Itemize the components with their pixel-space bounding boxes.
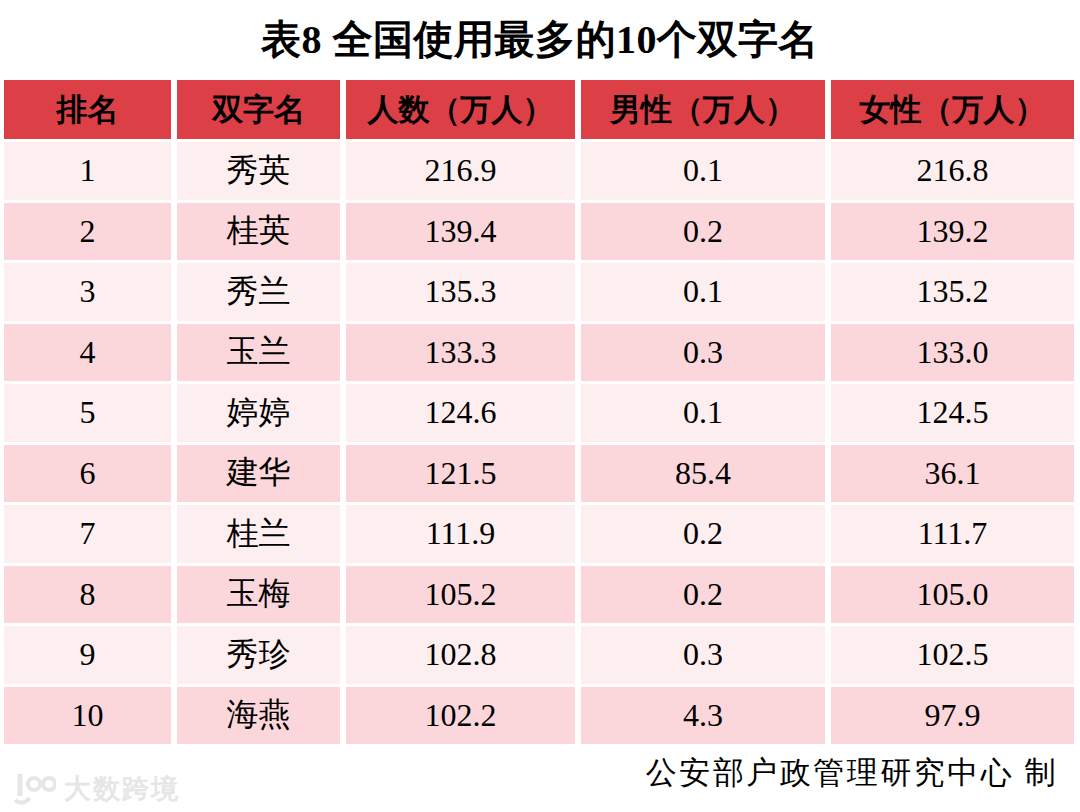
cell-rank: 2 (4, 203, 171, 261)
watermark-text: 大数跨境 (64, 771, 180, 807)
cell-female: 216.8 (831, 142, 1074, 200)
cell-name: 海燕 (177, 687, 340, 745)
header-rank: 排名 (4, 80, 171, 139)
cell-male: 4.3 (581, 687, 825, 745)
cell-female: 111.7 (831, 505, 1074, 563)
cell-total: 139.4 (346, 203, 575, 261)
cell-name: 秀英 (177, 142, 340, 200)
watermark: 大数跨境 (12, 770, 180, 808)
cell-male: 0.2 (581, 505, 825, 563)
cell-name: 玉梅 (177, 566, 340, 624)
cell-total: 216.9 (346, 142, 575, 200)
cell-female: 133.0 (831, 324, 1074, 382)
cell-female: 102.5 (831, 626, 1074, 684)
cell-total: 133.3 (346, 324, 575, 382)
cell-total: 105.2 (346, 566, 575, 624)
cell-name: 桂英 (177, 203, 340, 261)
cell-female: 124.5 (831, 384, 1074, 442)
cell-rank: 5 (4, 384, 171, 442)
cell-name: 秀珍 (177, 626, 340, 684)
cell-male: 0.1 (581, 263, 825, 321)
names-table: 排名 双字名 人数（万人） 男性（万人） 女性（万人） 1 秀英 216.9 0… (4, 80, 1074, 744)
cell-name: 秀兰 (177, 263, 340, 321)
cell-rank: 8 (4, 566, 171, 624)
cell-rank: 4 (4, 324, 171, 382)
header-total: 人数（万人） (346, 80, 575, 139)
cell-rank: 9 (4, 626, 171, 684)
cell-name: 建华 (177, 445, 340, 503)
watermark-logo-icon (12, 772, 56, 806)
header-male: 男性（万人） (581, 80, 825, 139)
cell-male: 0.1 (581, 384, 825, 442)
cell-rank: 1 (4, 142, 171, 200)
cell-total: 111.9 (346, 505, 575, 563)
cell-female: 135.2 (831, 263, 1074, 321)
cell-total: 124.6 (346, 384, 575, 442)
cell-total: 102.8 (346, 626, 575, 684)
cell-rank: 3 (4, 263, 171, 321)
cell-female: 105.0 (831, 566, 1074, 624)
cell-rank: 6 (4, 445, 171, 503)
cell-male: 0.2 (581, 203, 825, 261)
cell-male: 85.4 (581, 445, 825, 503)
cell-rank: 7 (4, 505, 171, 563)
cell-name: 桂兰 (177, 505, 340, 563)
cell-total: 135.3 (346, 263, 575, 321)
header-name: 双字名 (177, 80, 340, 139)
cell-male: 0.3 (581, 626, 825, 684)
cell-female: 139.2 (831, 203, 1074, 261)
cell-male: 0.1 (581, 142, 825, 200)
table-title: 表8 全国使用最多的10个双字名 (0, 12, 1080, 67)
cell-total: 102.2 (346, 687, 575, 745)
header-female: 女性（万人） (831, 80, 1074, 139)
cell-name: 婷婷 (177, 384, 340, 442)
cell-male: 0.2 (581, 566, 825, 624)
cell-rank: 10 (4, 687, 171, 745)
cell-total: 121.5 (346, 445, 575, 503)
cell-female: 97.9 (831, 687, 1074, 745)
cell-name: 玉兰 (177, 324, 340, 382)
cell-female: 36.1 (831, 445, 1074, 503)
cell-male: 0.3 (581, 324, 825, 382)
source-credit: 公安部户政管理研究中心 制 (646, 752, 1058, 794)
